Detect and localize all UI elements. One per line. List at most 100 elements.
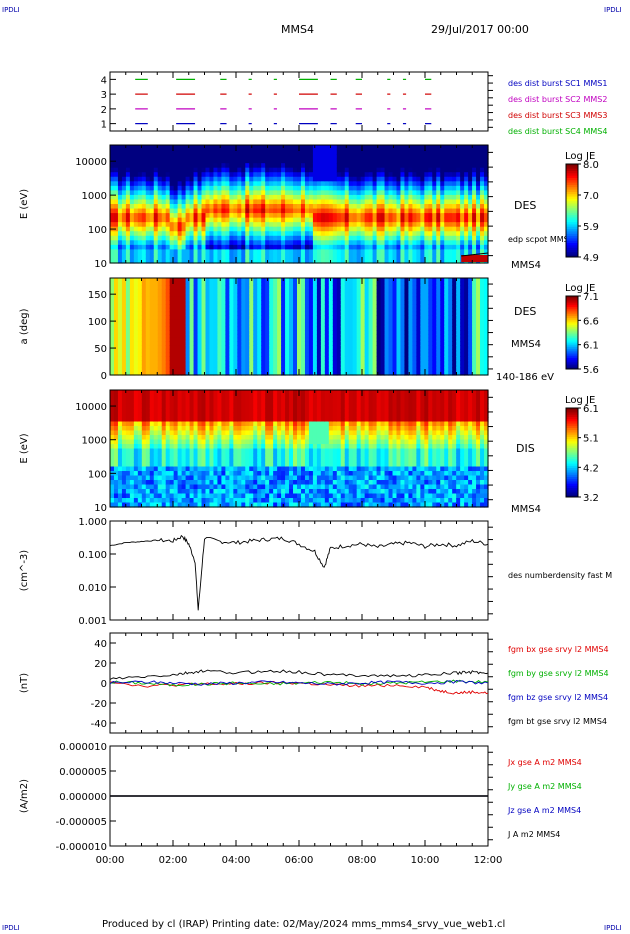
- heatmap-cell: [392, 231, 398, 237]
- heatmap-cell: [304, 149, 310, 155]
- heatmap-cell: [153, 204, 159, 210]
- heatmap-cell: [133, 341, 139, 346]
- heatmap-cell: [193, 278, 199, 283]
- heatmap-cell: [110, 292, 115, 298]
- heatmap-cell: [356, 319, 362, 324]
- heatmap-cell: [452, 311, 457, 316]
- heatmap-cell: [436, 292, 441, 298]
- heatmap-cell: [257, 292, 262, 298]
- heatmap-cell: [372, 190, 378, 196]
- heatmap-cell: [452, 167, 457, 173]
- heatmap-cell: [344, 315, 350, 320]
- heatmap-cell: [460, 322, 465, 328]
- heatmap-cell: [145, 356, 151, 361]
- heatmap-cell: [460, 300, 465, 305]
- heatmap-cell: [213, 240, 219, 246]
- heatmap-cell: [400, 235, 406, 241]
- heatmap-cell: [161, 300, 167, 305]
- heatmap-cell: [308, 330, 314, 335]
- heatmap-cell: [185, 217, 191, 223]
- heatmap-cell: [424, 235, 429, 241]
- heatmap-cell: [285, 204, 290, 210]
- heatmap-cell: [388, 345, 394, 350]
- heatmap-cell: [169, 356, 175, 361]
- heatmap-cell: [261, 244, 266, 250]
- heatmap-cell: [121, 145, 127, 151]
- heatmap-cell: [360, 154, 366, 160]
- heatmap-cell: [428, 330, 433, 335]
- heatmap-cell: [229, 226, 234, 232]
- heatmap-cell: [181, 217, 187, 223]
- heatmap-cell: [213, 231, 219, 237]
- heatmap-cell: [293, 199, 298, 205]
- heatmap-cell: [340, 145, 346, 151]
- heatmap-cell: [464, 285, 469, 290]
- heatmap-cell: [261, 231, 266, 237]
- heatmap-cell: [289, 315, 294, 320]
- heatmap-cell: [332, 337, 338, 343]
- heatmap-cell: [400, 367, 406, 372]
- heatmap-cell: [476, 244, 481, 250]
- heatmap-cell: [113, 172, 119, 178]
- heatmap-cell: [113, 204, 119, 210]
- heatmap-cell: [424, 341, 429, 346]
- heatmap-cell: [285, 244, 290, 250]
- heatmap-cell: [368, 226, 374, 232]
- heatmap-cell: [408, 258, 413, 264]
- heatmap-cell: [145, 244, 151, 250]
- heatmap-cell: [304, 348, 310, 354]
- heatmap-cell: [424, 360, 429, 365]
- heatmap-cell: [344, 356, 350, 361]
- heatmap-cell: [277, 199, 282, 205]
- heatmap-cell: [472, 249, 477, 255]
- heatmap-cell: [344, 240, 350, 246]
- heatmap-cell: [372, 322, 378, 328]
- heatmap-cell: [257, 231, 262, 237]
- heatmap-cell: [368, 322, 374, 328]
- heatmap-cell: [257, 204, 262, 210]
- heatmap-cell: [229, 360, 234, 365]
- heatmap-cell: [460, 158, 465, 164]
- heatmap-cell: [217, 363, 223, 369]
- heatmap-cell: [185, 213, 191, 219]
- heatmap-cell: [324, 348, 330, 354]
- heatmap-cell: [245, 304, 250, 309]
- heatmap-cell: [261, 190, 266, 196]
- heatmap-cell: [400, 244, 406, 250]
- heatmap-cell: [344, 172, 350, 178]
- heatmap-cell: [392, 371, 398, 376]
- heatmap-cell: [324, 199, 330, 205]
- heatmap-cell: [225, 348, 230, 354]
- heatmap-cell: [400, 300, 406, 305]
- heatmap-cell: [368, 204, 374, 210]
- heatmap-cell: [352, 356, 358, 361]
- heatmap-cell: [229, 315, 234, 320]
- heatmap-cell: [412, 322, 417, 328]
- heatmap-cell: [113, 399, 119, 405]
- heatmap-cell: [384, 213, 390, 219]
- heatmap-cell: [316, 356, 322, 361]
- heatmap-cell: [468, 356, 473, 361]
- heatmap-cell: [110, 204, 115, 210]
- heatmap-cell: [316, 172, 322, 178]
- heatmap-cell: [480, 281, 485, 287]
- heatmap-cell: [229, 253, 234, 260]
- heatmap-cell: [456, 172, 461, 178]
- heatmap-cell: [436, 356, 441, 361]
- heatmap-cell: [189, 194, 195, 201]
- heatmap-cell: [261, 307, 266, 313]
- heatmap-cell: [289, 226, 294, 232]
- heatmap-cell: [141, 292, 147, 298]
- heatmap-cell: [472, 278, 477, 283]
- heatmap-cell: [269, 235, 274, 241]
- heatmap-cell: [348, 235, 354, 241]
- heatmap-cell: [356, 352, 362, 357]
- heatmap-cell: [297, 181, 302, 187]
- heatmap-cell: [241, 199, 246, 205]
- heatmap-cell: [197, 304, 203, 309]
- heatmap-cell: [372, 199, 378, 205]
- heatmap-cell: [396, 333, 402, 339]
- heatmap-cell: [141, 208, 147, 214]
- heatmap-cell: [273, 163, 278, 169]
- heatmap-cell: [300, 337, 306, 343]
